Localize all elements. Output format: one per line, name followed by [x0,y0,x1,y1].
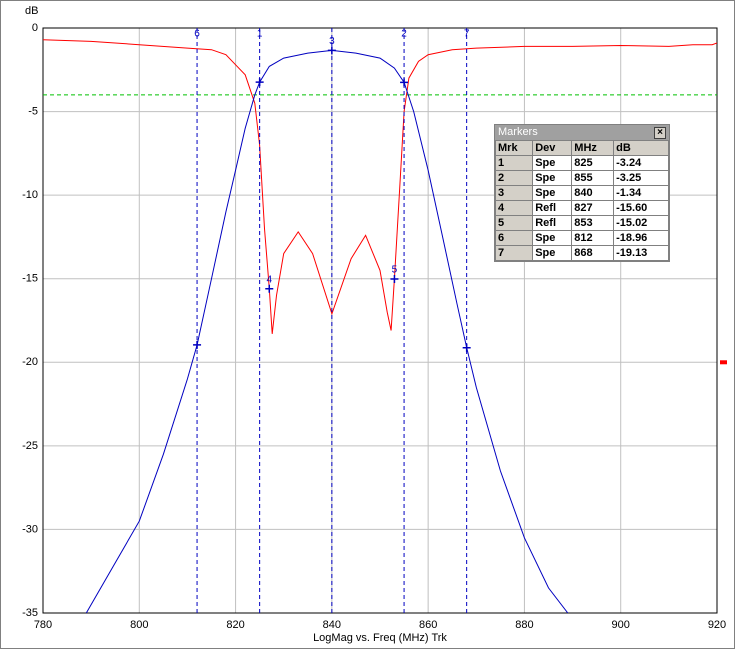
table-row: 2 Spe 855 -3.25 [494,170,669,186]
x-tick-label: 780 [34,619,52,631]
table-cell: -3.25 [613,170,669,186]
table-cell: 868 [571,245,615,261]
x-tick-label: 900 [612,619,630,631]
y-axis-label: dB [25,5,38,17]
markers-title: Markers × [495,125,669,140]
table-row: 4 Refl 827 -15.60 [494,200,669,216]
reference-marker [720,360,727,365]
x-tick-label: 920 [708,619,726,631]
plot-frame [42,27,718,614]
marker-number: 6 [194,29,200,40]
marker-number: 2 [401,29,407,40]
marker-cross [193,340,202,349]
markers-table: Mrk Dev MHz dB 1 Spe 825 -3.24 2 Spe 855 -3.25 3 Spe 8… [494,140,669,261]
table-cell: -19.13 [613,245,669,261]
marker-cross [400,78,409,87]
table-cell: Dev [532,140,573,156]
table-cell: 6 [494,230,534,246]
traces [43,39,717,613]
marker-cross [255,78,264,87]
marker-cross [265,284,274,293]
markers-window[interactable]: Markers × Mrk Dev MHz dB 1 Spe 825 -3.24 2 Spe 855-… [494,124,670,262]
marker-number: 1 [257,29,263,40]
table-row: Mrk Dev MHz dB [494,140,669,156]
x-tick-label: 860 [419,619,437,631]
x-tick-label: 840 [323,619,341,631]
marker-number: 7 [464,29,470,40]
x-tick-label: 800 [130,619,148,631]
table-cell: 4 [494,200,534,216]
marker-number: 5 [392,265,398,276]
table-cell: 853 [571,215,615,231]
table-row: 5 Refl 853 -15.02 [494,215,669,231]
x-tick-label: 820 [226,619,244,631]
x-tick-label: 880 [515,619,533,631]
y-tick-label: -15 [22,273,38,285]
marker-number: 4 [266,274,272,285]
table-cell: 825 [571,155,615,171]
table-cell: Refl [532,215,573,231]
close-button[interactable]: × [654,127,666,139]
table-cell: dB [613,140,669,156]
markers-title-text: Markers [498,126,538,138]
table-cell: 2 [494,170,534,186]
table-row: 1 Spe 825 -3.24 [494,155,669,171]
table-cell: 812 [571,230,615,246]
table-row: 6 Spe 812 -18.96 [494,230,669,246]
table-cell: Spe [532,185,573,201]
trace [85,49,569,613]
x-axis-label: LogMag vs. Freq (MHz) Trk [313,632,447,644]
table-cell: MHz [571,140,615,156]
table-cell: Spe [532,245,573,261]
table-cell: 1 [494,155,534,171]
marker-number: 3 [329,36,335,47]
table-cell: Spe [532,155,573,171]
table-cell: 855 [571,170,615,186]
table-cell: 3 [494,185,534,201]
table-row: 3 Spe 840 -1.34 [494,185,669,201]
y-tick-label: -20 [22,356,38,368]
table-cell: Spe [532,230,573,246]
table-cell: -15.02 [613,215,669,231]
table-row: 7 Spe 868 -19.13 [494,245,669,261]
y-tick-label: -25 [22,440,38,452]
table-cell: 7 [494,245,534,261]
marker-cross [390,275,399,284]
y-tick-label: -35 [22,607,38,619]
table-cell: -3.24 [613,155,669,171]
marker-cross [327,46,336,55]
table-cell: -1.34 [613,185,669,201]
trace [43,39,717,334]
table-cell: -18.96 [613,230,669,246]
y-tick-label: -10 [22,189,38,201]
table-cell: 827 [571,200,615,216]
table-cell: Spe [532,170,573,186]
y-tick-label: -5 [28,105,38,117]
table-cell: Refl [532,200,573,216]
table-cell: 840 [571,185,615,201]
y-tick-label: 0 [32,22,38,34]
y-tick-label: -30 [22,523,38,535]
marker-cross [462,343,471,352]
table-cell: -15.60 [613,200,669,216]
table-cell: 5 [494,215,534,231]
table-cell: Mrk [494,140,534,156]
